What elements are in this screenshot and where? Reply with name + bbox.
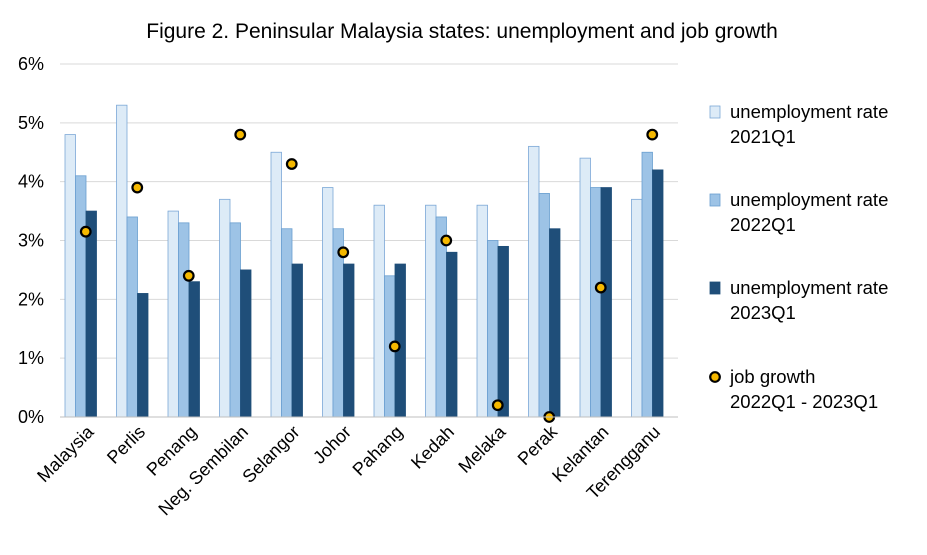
bar-1-5 — [322, 187, 334, 418]
bar-1-1 — [116, 104, 128, 418]
job-growth-point-6 — [388, 340, 401, 353]
category-label: Malaysia — [33, 421, 98, 486]
bar-1-8 — [476, 204, 488, 418]
category-label: Melaka — [454, 421, 510, 477]
y-tick-label: 6% — [18, 54, 44, 74]
legend: unemployment rate 2021Q1 unemployment rate… — [709, 101, 888, 412]
bar-3-2 — [188, 281, 200, 418]
bar-2-4 — [281, 228, 293, 418]
bar-2-0 — [75, 175, 87, 418]
bar-2-2 — [178, 222, 190, 418]
bar-1-11 — [631, 198, 643, 418]
bar-1-10 — [579, 157, 591, 418]
legend-label: 2022Q1 — [730, 214, 796, 235]
bar-3-1 — [137, 293, 149, 418]
category-label: Neg. Sembilan — [154, 422, 252, 520]
legend-swatch — [709, 371, 721, 383]
legend-swatch — [709, 105, 721, 119]
legend-label: 2023Q1 — [730, 302, 796, 323]
job-growth-points — [79, 128, 659, 423]
bar-1-4 — [270, 151, 282, 418]
legend-label: job growth — [729, 366, 815, 387]
y-tick-label: 2% — [18, 289, 44, 309]
job-growth-point-11 — [646, 128, 659, 141]
bar-1-9 — [528, 145, 540, 418]
bar-1-2 — [167, 210, 179, 418]
category-label: Kedah — [407, 422, 458, 473]
category-label: Perak — [514, 421, 562, 469]
job-growth-point-4 — [285, 158, 298, 170]
bar-1-3 — [219, 198, 231, 418]
legend-label: 2021Q1 — [730, 126, 796, 147]
y-tick-label: 0% — [18, 407, 44, 427]
job-growth-point-0 — [79, 225, 92, 238]
bar-2-1 — [126, 216, 138, 418]
bar-1-0 — [64, 134, 76, 418]
category-label: Pahang — [349, 422, 407, 480]
legend-label: unemployment rate — [730, 277, 888, 298]
job-growth-point-1 — [131, 181, 144, 194]
bar-2-10 — [590, 187, 602, 418]
bar-3-5 — [343, 263, 355, 418]
y-tick-label: 4% — [18, 172, 44, 192]
job-growth-point-7 — [440, 234, 453, 247]
y-tick-label: 1% — [18, 348, 44, 368]
gridlines — [60, 63, 678, 359]
job-growth-point-3 — [234, 128, 247, 141]
bar-1-7 — [425, 204, 437, 418]
job-growth-point-2 — [182, 269, 195, 282]
bar-2-3 — [229, 222, 241, 418]
bar-3-3 — [240, 269, 252, 418]
legend-swatch — [709, 193, 721, 207]
job-growth-point-10 — [594, 281, 607, 294]
bar-2-8 — [487, 240, 499, 418]
y-tick-label: 3% — [18, 231, 44, 251]
bar-3-4 — [291, 263, 303, 418]
bar-3-6 — [394, 263, 406, 418]
bar-3-11 — [652, 169, 664, 418]
y-tick-label: 5% — [18, 113, 44, 133]
bar-3-0 — [85, 210, 97, 418]
bars — [64, 104, 664, 418]
bar-1-6 — [373, 204, 385, 418]
y-axis-ticks: 0% 1% 2% 3% 4% 5% 6% — [18, 54, 44, 427]
bar-3-8 — [497, 245, 509, 418]
job-growth-point-5 — [337, 246, 350, 259]
bar-3-7 — [446, 251, 458, 418]
bar-3-10 — [600, 187, 612, 418]
category-label: Selangor — [238, 422, 303, 487]
legend-swatch — [709, 281, 721, 295]
legend-label: unemployment rate — [730, 189, 888, 210]
bar-2-9 — [538, 193, 550, 418]
job-growth-point-8 — [491, 399, 504, 412]
legend-label: unemployment rate — [730, 101, 888, 122]
bar-2-11 — [641, 151, 653, 418]
category-label: Perlis — [103, 422, 149, 468]
chart-title: Figure 2. Peninsular Malaysia states: un… — [146, 20, 778, 43]
bar-3-9 — [549, 228, 561, 418]
bar-2-7 — [435, 216, 447, 418]
legend-label: 2022Q1 - 2023Q1 — [730, 391, 878, 412]
category-label: Johor — [309, 422, 355, 468]
